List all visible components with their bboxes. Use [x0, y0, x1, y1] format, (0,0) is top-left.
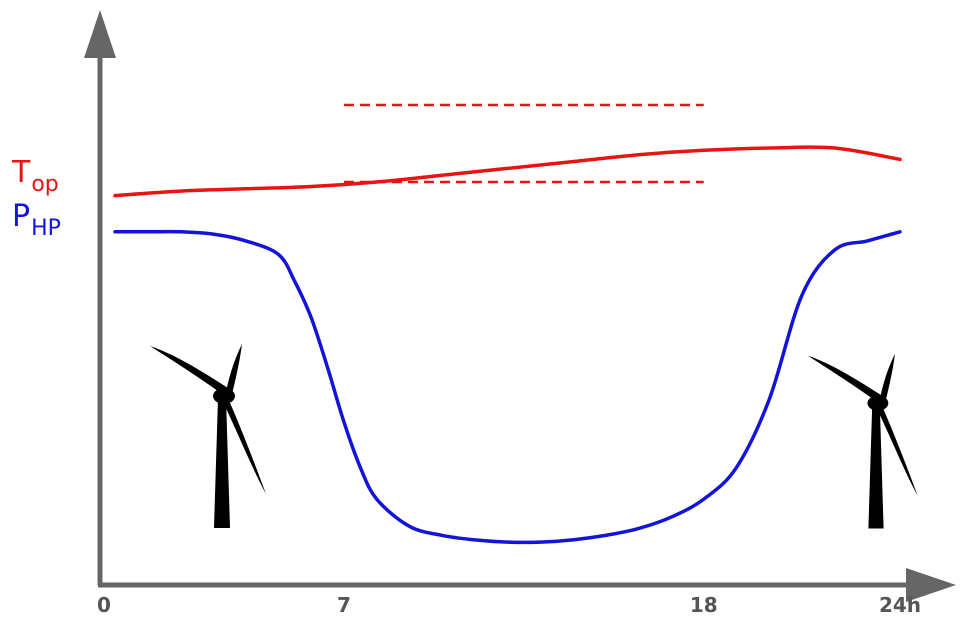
series-label-php-main: P: [12, 199, 31, 234]
x-axis-arrowhead: [906, 568, 956, 602]
x-tick-label: 18: [690, 593, 718, 617]
series-label-top: Top: [12, 155, 59, 196]
series-label-php: PHP: [12, 199, 61, 240]
series-label-top-sub: op: [31, 172, 59, 197]
temperature-bounds: [343, 103, 704, 184]
series-label-top-main: T: [12, 155, 31, 190]
series-lines: [113, 145, 902, 545]
y-axis: [84, 10, 116, 585]
x-tick-label: 7: [337, 593, 351, 617]
series-line-top: [113, 145, 902, 198]
x-tick-labels: 0 7 18 24h: [97, 593, 921, 617]
series-label-php-sub: HP: [31, 216, 61, 241]
wind-turbine-icon: [150, 344, 266, 528]
x-tick-label: 0: [97, 593, 111, 617]
x-axis: [98, 568, 956, 602]
x-tick-label: 24h: [879, 593, 921, 617]
wind-turbine-icon: [807, 353, 918, 529]
y-axis-arrowhead: [84, 10, 116, 58]
series-line-php: [113, 229, 902, 545]
